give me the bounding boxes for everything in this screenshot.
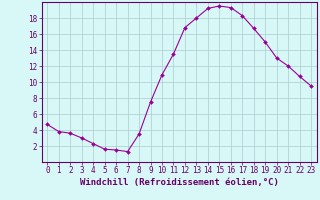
X-axis label: Windchill (Refroidissement éolien,°C): Windchill (Refroidissement éolien,°C) [80,178,279,187]
